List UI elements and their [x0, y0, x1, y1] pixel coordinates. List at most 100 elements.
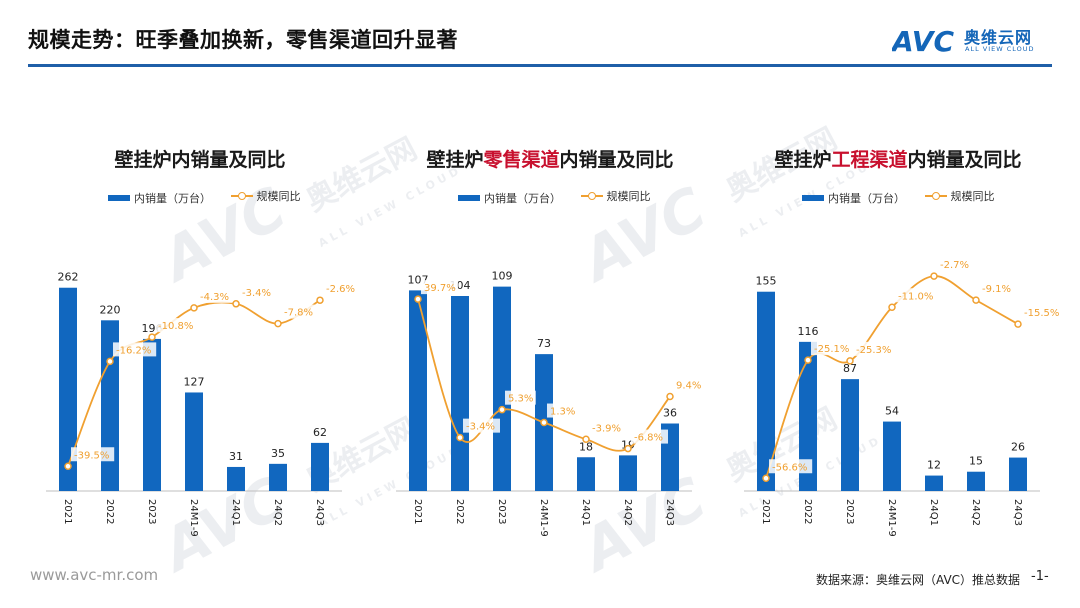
- chart-panel-retail: 壁挂炉零售渠道内销量及同比 内销量（万台） 规模同比 107 2021 104 202…: [390, 140, 710, 540]
- avc-logo-mark-text: AVC: [892, 25, 954, 58]
- legend-line-label: 规模同比: [256, 190, 301, 203]
- bar-value-label: 262: [58, 271, 79, 284]
- line-point: [498, 405, 506, 414]
- line-label-bg: [589, 420, 626, 435]
- line-point: [414, 295, 422, 303]
- line-value-label: -2.7%: [940, 260, 969, 271]
- line-label-bg: [769, 459, 813, 474]
- legend-bar-swatch: [108, 195, 130, 201]
- line-label-bg: [281, 304, 318, 319]
- chart-title-highlight: 工程渠道: [831, 149, 908, 171]
- line-label-bg: [113, 342, 157, 357]
- line-label-bg: [71, 447, 115, 462]
- bar-value-label: 54: [885, 405, 899, 418]
- line-label-bg: [895, 288, 939, 303]
- line-value-label: -3.4%: [466, 422, 495, 433]
- line-value-label: -11.0%: [898, 291, 933, 302]
- line-point: [232, 300, 240, 308]
- chart-title-prefix: 壁挂炉: [114, 149, 172, 171]
- line-label-bg: [421, 280, 458, 295]
- line-point: [762, 474, 770, 482]
- line-point: [274, 319, 282, 328]
- line-point: [846, 357, 854, 365]
- chart-panel-engineering: 壁挂炉工程渠道内销量及同比 内销量（万台） 规模同比 155 2021 116 202…: [738, 140, 1065, 540]
- avc-logo-mark: AVC: [892, 25, 954, 58]
- line-label-bg: [463, 418, 500, 433]
- chart-legend: 内销量（万台） 规模同比: [802, 188, 1011, 206]
- x-tick-label: 2021: [760, 499, 771, 524]
- bar: [619, 455, 637, 491]
- x-tick-label: 2023: [496, 499, 507, 524]
- line-value-label: -2.6%: [326, 284, 355, 295]
- bar-value-label: 109: [492, 270, 513, 283]
- x-tick-label: 2023: [844, 499, 855, 524]
- header-divider: [28, 64, 1052, 67]
- line-value-label: -6.8%: [634, 433, 663, 444]
- line-point: [540, 418, 548, 427]
- legend-item-line: 规模同比: [580, 188, 651, 204]
- bar: [311, 442, 329, 491]
- x-tick-label: 2022: [454, 499, 465, 524]
- line-value-label: -4.3%: [200, 292, 229, 303]
- line-value-label: -56.6%: [772, 462, 807, 473]
- x-tick-label: 24Q1: [928, 499, 939, 526]
- line-label-bg: [937, 257, 974, 272]
- footer-url: www.avc-mr.com: [30, 566, 159, 584]
- x-tick-label: 24Q1: [580, 499, 591, 526]
- line-value-label: -7.8%: [284, 308, 313, 319]
- legend-line-swatch: [580, 191, 603, 201]
- combo-chart: 26220212202022196202312724M1-93124Q13524…: [46, 271, 360, 537]
- bar-value-label: 15: [969, 455, 983, 468]
- bar: [799, 341, 817, 491]
- chart-legend: 内销量（万台） 规模同比: [458, 188, 667, 206]
- bar: [185, 392, 203, 491]
- bar: [967, 471, 985, 491]
- line-point: [582, 435, 590, 443]
- legend-item-bar: 内销量（万台）: [108, 190, 211, 206]
- bar-value-label: 35: [271, 447, 285, 460]
- line-label-bg: [979, 281, 1016, 296]
- bar: [1009, 457, 1027, 491]
- x-tick-label: 2023: [146, 499, 157, 524]
- line-point: [972, 296, 980, 304]
- line-point: [316, 296, 324, 304]
- line-value-label: -15.5%: [1024, 308, 1059, 319]
- line-point: [804, 356, 812, 364]
- line-point: [624, 444, 632, 453]
- line-point: [106, 357, 114, 366]
- line-point: [64, 462, 72, 470]
- line-value-label: 9.4%: [676, 381, 701, 392]
- line-value-label: -39.5%: [74, 450, 109, 461]
- line-point: [148, 333, 156, 341]
- combo-chart: 1072021104202210920237324M1-91824Q11924Q…: [396, 270, 704, 537]
- bar: [451, 296, 469, 491]
- legend-item-line: 规模同比: [924, 188, 995, 204]
- line-value-label: -25.3%: [856, 345, 891, 356]
- legend-bar-label: 内销量（万台）: [484, 192, 561, 205]
- legend-line-swatch: [230, 191, 253, 201]
- x-tick-label: 2022: [802, 499, 813, 524]
- line-point: [888, 303, 896, 311]
- line-label-bg: [1021, 305, 1065, 320]
- bar-value-label: 127: [184, 375, 205, 388]
- line-point: [666, 392, 674, 401]
- line-value-label: 39.7%: [424, 283, 456, 294]
- legend-line-swatch: [924, 191, 947, 201]
- chart-title-highlight: 零售渠道: [483, 149, 560, 171]
- line-label-bg: [197, 288, 234, 303]
- combo-chart: 155 2021 116 2022 87 2023 54 24M1-9 12 24Q1 15 24Q2…: [744, 257, 1065, 537]
- bar-value-label: 116: [798, 325, 819, 338]
- bar: [59, 287, 77, 491]
- x-tick-label: 24M1-9: [886, 499, 897, 537]
- footer-source: 数据来源：奥维云网（AVC）推总数据: [816, 573, 1021, 587]
- logo-en-text: ALL VIEW CLOUD: [965, 45, 1035, 53]
- avc-logo: AVC 奥维云网 ALL VIEW CLOUD: [892, 24, 1057, 58]
- line-value-label: -16.2%: [116, 345, 151, 356]
- line-point: [1014, 320, 1022, 328]
- line-point: [190, 304, 198, 312]
- x-tick-label: 2022: [104, 499, 115, 524]
- line-label-bg: [505, 390, 536, 405]
- line-label-bg: [547, 403, 578, 418]
- bar-value-label: 26: [1011, 441, 1025, 454]
- bar: [227, 466, 245, 491]
